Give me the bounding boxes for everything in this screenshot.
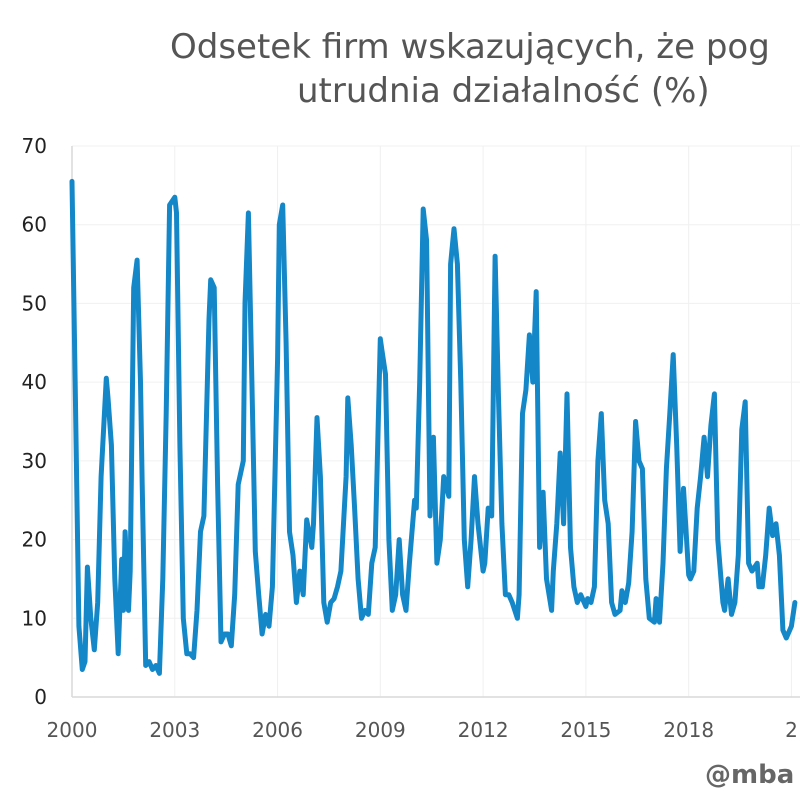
- x-tick-label: 2000: [47, 718, 98, 742]
- x-tick-label: 2018: [663, 718, 714, 742]
- chart-title-line-2: utrudnia działalność (%): [297, 71, 710, 111]
- y-tick-label: 10: [22, 606, 47, 630]
- y-tick-label: 0: [34, 685, 47, 709]
- y-tick-label: 30: [22, 449, 47, 473]
- x-tick-label: 2006: [252, 718, 303, 742]
- y-axis-tick-labels: 0 10 20 30 40 50 60 70: [22, 134, 47, 709]
- x-tick-label: 2012: [458, 718, 509, 742]
- chart-title-line-1: Odsetek firm wskazujących, że pog: [170, 27, 770, 67]
- x-tick-label: 2003: [149, 718, 200, 742]
- watermark: @mba: [705, 760, 794, 790]
- y-tick-label: 70: [22, 134, 47, 158]
- x-tick-label: 2015: [560, 718, 611, 742]
- y-tick-label: 20: [22, 528, 47, 552]
- y-tick-label: 40: [22, 370, 47, 394]
- gridlines: [72, 145, 800, 697]
- x-axis-tick-labels: 2000 2003 2006 2009 2012 2015 2018 2: [47, 718, 798, 742]
- x-tick-label: 2: [785, 718, 798, 742]
- y-tick-label: 60: [22, 213, 47, 237]
- series-line: [69, 178, 798, 676]
- x-tick-label: 2009: [355, 718, 406, 742]
- y-tick-label: 50: [22, 291, 47, 315]
